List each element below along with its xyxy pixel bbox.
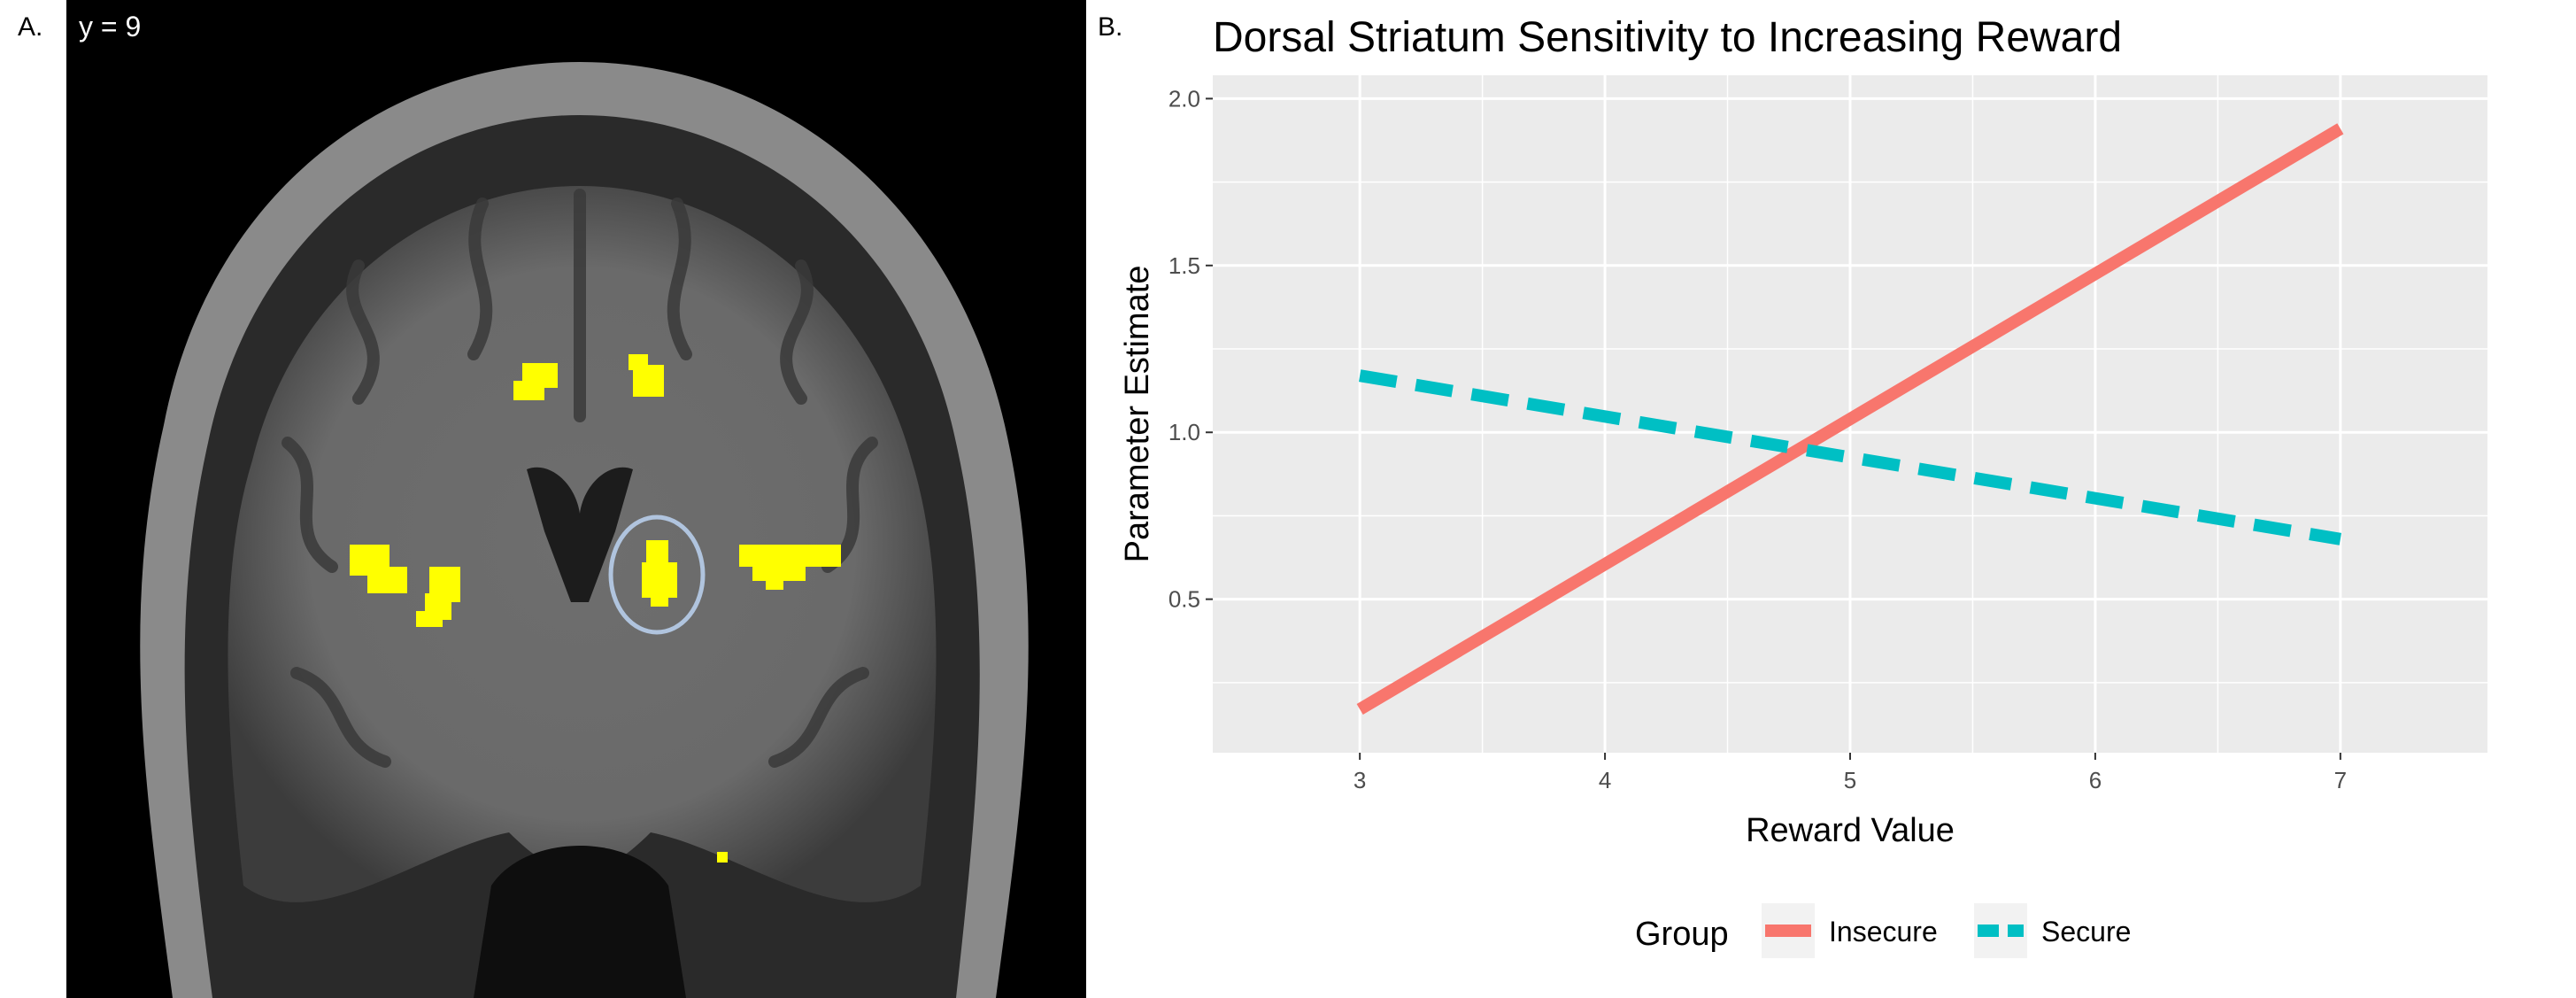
x-tick-label: 6 — [2089, 767, 2102, 793]
grid-lines — [1213, 75, 2487, 753]
y-tick-label: 0.5 — [1168, 586, 1200, 613]
y-axis-title: Parameter Estimate — [1119, 266, 1156, 563]
panel-b-label: B. — [1098, 12, 1123, 42]
ventricles — [527, 467, 633, 602]
legend-title: Group — [1635, 916, 1729, 953]
panel-a-label: A. — [18, 12, 43, 42]
y-tick-label: 1.0 — [1168, 419, 1200, 445]
y-tick-label: 1.5 — [1168, 252, 1200, 279]
legend: Group Insecure Secure — [1635, 903, 2131, 958]
x-axis-title: Reward Value — [1746, 812, 1955, 849]
y-tick-label: 2.0 — [1168, 85, 1200, 112]
series-line-secure — [1359, 369, 2341, 545]
x-tick-label: 7 — [2334, 767, 2347, 793]
line-chart: Dorsal Striatum Sensitivity to Increasin… — [1119, 14, 2487, 958]
x-tick-label: 5 — [1844, 767, 1856, 793]
chart-title: Dorsal Striatum Sensitivity to Increasin… — [1213, 14, 2122, 61]
series-lines — [1356, 123, 2344, 716]
x-tick-label: 4 — [1599, 767, 1611, 793]
slice-coordinate-label: y = 9 — [79, 11, 142, 43]
legend-label-secure: Secure — [2041, 916, 2131, 948]
series-line-insecure — [1356, 123, 2344, 716]
activation-clusters — [350, 354, 841, 863]
legend-label-insecure: Insecure — [1829, 916, 1938, 948]
roi-circle — [608, 514, 706, 635]
brain-mri-drawing — [140, 62, 1029, 998]
x-tick-label: 3 — [1354, 767, 1366, 793]
axis-ticks: 3 4 5 6 7 0.5 1.0 1.5 2.0 — [1168, 85, 2347, 793]
brain-slice-image: y = 9 — [66, 0, 1086, 998]
